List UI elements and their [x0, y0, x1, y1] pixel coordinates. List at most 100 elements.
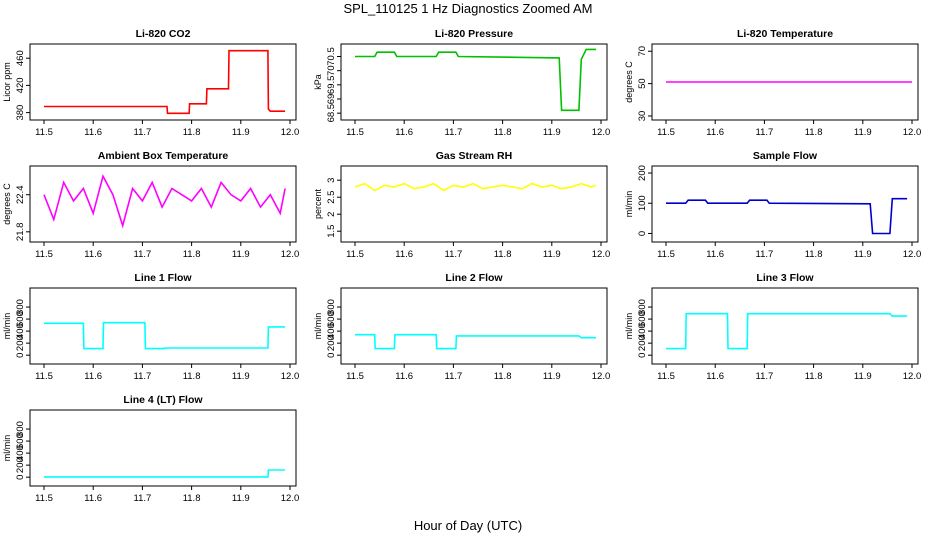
- line-4-lt-flow-x-tick-label: 11.8: [183, 493, 201, 504]
- sample-flow-x-tick-label: 11.7: [756, 249, 774, 260]
- sample-flow-x-tick-label: 11.8: [805, 249, 823, 260]
- sample-flow-series-line: [666, 197, 908, 235]
- ambient-box-temperature-frame: [29, 165, 297, 243]
- line-3-flow-x-tick-label: 11.5: [657, 371, 675, 382]
- li-820-pressure-x-tick-label: 11.9: [543, 127, 561, 138]
- line-1-flow-x-tick-label: 11.7: [134, 371, 152, 382]
- li-820-temperature-x-tick-label: 11.5: [657, 127, 675, 138]
- line-2-flow-x-tick-label: 11.8: [494, 371, 512, 382]
- line-2-flow-x-tick-label: 11.7: [445, 371, 463, 382]
- line-2-flow-x-tick-label: 11.6: [395, 371, 413, 382]
- sample-flow-title: Sample Flow: [753, 150, 818, 162]
- li-820-co2-x-tick-label: 11.6: [84, 127, 102, 138]
- gas-stream-rh-y-tick-label: 2.5: [326, 191, 337, 204]
- line-4-lt-flow-title: Line 4 (LT) Flow: [123, 394, 203, 406]
- li-820-pressure-y-tick-label: 68.5: [326, 104, 337, 123]
- line-2-flow-y-tick-label: 200: [326, 335, 337, 351]
- gas-stream-rh-x-tick-label: 11.6: [395, 249, 413, 260]
- li-820-pressure-frame: [340, 43, 608, 121]
- li-820-co2-x-tick-label: 11.8: [183, 127, 201, 138]
- gas-stream-rh-frame: [340, 165, 608, 243]
- line-3-flow-series-line: [666, 312, 908, 350]
- gas-stream-rh-series-line: [354, 182, 597, 192]
- sample-flow-y-tick-label: 100: [637, 195, 648, 211]
- li-820-temperature-x-tick-label: 11.9: [854, 127, 872, 138]
- ambient-box-temperature-x-tick-label: 11.5: [35, 249, 53, 260]
- li-820-co2-y-tick-label: 380: [15, 105, 26, 121]
- line-3-flow-x-tick-label: 11.6: [706, 371, 724, 382]
- line-1-flow-x-tick-label: 11.8: [183, 371, 201, 382]
- line-4-lt-flow-series-line: [44, 469, 286, 478]
- line-3-flow-y-tick-label: 400: [637, 323, 648, 339]
- line-4-lt-flow-y-tick-label: 400: [15, 445, 26, 461]
- ambient-box-temperature-title: Ambient Box Temperature: [98, 150, 229, 162]
- line-4-lt-flow-frame: [29, 409, 297, 487]
- gas-stream-rh-x-tick-label: 12.0: [592, 249, 611, 260]
- li-820-temperature-y-tick-label: 30: [637, 111, 648, 122]
- line-1-flow-y-tick-label: 600: [15, 311, 26, 327]
- li-820-co2-y-tick-label: 420: [15, 77, 26, 93]
- line-2-flow-series-line: [355, 333, 597, 350]
- gas-stream-rh-y-tick-label: 1.5: [326, 225, 337, 238]
- li-820-pressure-x-tick-label: 11.5: [346, 127, 364, 138]
- li-820-pressure-x-tick-label: 12.0: [592, 127, 611, 138]
- line-2-flow-y-tick-label: 800: [326, 299, 337, 315]
- line-4-lt-flow-x-tick-label: 11.7: [134, 493, 152, 504]
- line-3-flow-title: Line 3 Flow: [756, 272, 814, 284]
- sample-flow-x-tick-label: 12.0: [903, 249, 922, 260]
- gas-stream-rh-title: Gas Stream RH: [436, 150, 512, 162]
- line-2-flow-y-axis-label: ml/min: [313, 313, 323, 340]
- gas-stream-rh-x-tick-label: 11.8: [494, 249, 512, 260]
- line-4-lt-flow-y-tick-label: 200: [15, 457, 26, 473]
- li-820-temperature-x-tick-label: 11.7: [756, 127, 774, 138]
- line-2-flow-x-tick-label: 11.9: [543, 371, 561, 382]
- gas-stream-rh-y-axis-label: percent: [313, 188, 323, 219]
- line-1-flow-y-axis-label: ml/min: [2, 313, 12, 340]
- li-820-co2-series-line: [44, 49, 286, 115]
- line-3-flow-x-tick-label: 11.8: [805, 371, 823, 382]
- li-820-pressure-x-tick-label: 11.6: [395, 127, 413, 138]
- li-820-co2-frame: [29, 43, 297, 121]
- gas-stream-rh-x-tick-label: 11.7: [445, 249, 463, 260]
- line-1-flow-series-line: [44, 321, 286, 350]
- li-820-pressure-y-tick-label: 69.5: [326, 76, 337, 95]
- line-2-flow-title: Line 2 Flow: [445, 272, 503, 284]
- line-3-flow-x-tick-label: 11.9: [854, 371, 872, 382]
- ambient-box-temperature-series-line: [43, 174, 286, 229]
- line-3-flow-y-axis-label: ml/min: [624, 313, 634, 340]
- gas-stream-rh-x-tick-label: 11.5: [346, 249, 364, 260]
- gas-stream-rh-y-tick-label: 2: [326, 212, 337, 217]
- sample-flow-x-tick-label: 11.6: [706, 249, 724, 260]
- li-820-co2-x-tick-label: 12.0: [281, 127, 300, 138]
- line-3-flow-y-tick-label: 200: [637, 335, 648, 351]
- li-820-co2-title: Li-820 CO2: [136, 28, 191, 40]
- line-1-flow-x-tick-label: 11.9: [232, 371, 250, 382]
- li-820-temperature-x-tick-label: 11.8: [805, 127, 823, 138]
- ambient-box-temperature-x-tick-label: 12.0: [281, 249, 300, 260]
- line-2-flow-y-tick-label: 400: [326, 323, 337, 339]
- line-4-lt-flow-x-tick-label: 11.5: [35, 493, 53, 504]
- line-1-flow-x-tick-label: 12.0: [281, 371, 300, 382]
- sample-flow-x-tick-label: 11.9: [854, 249, 872, 260]
- ambient-box-temperature-x-tick-label: 11.7: [134, 249, 152, 260]
- line-4-lt-flow-x-tick-label: 12.0: [281, 493, 300, 504]
- x-axis-label: Hour of Day (UTC): [413, 518, 523, 533]
- li-820-co2-x-tick-label: 11.7: [134, 127, 152, 138]
- li-820-temperature-y-axis-label: degrees C: [624, 61, 634, 103]
- line-3-flow-x-tick-label: 12.0: [903, 371, 922, 382]
- li-820-co2-y-axis-label: Licor ppm: [2, 62, 12, 102]
- line-1-flow-title: Line 1 Flow: [134, 272, 192, 284]
- li-820-pressure-series-line: [355, 48, 597, 112]
- ambient-box-temperature-x-tick-label: 11.9: [232, 249, 250, 260]
- li-820-temperature-x-tick-label: 11.6: [706, 127, 724, 138]
- line-4-lt-flow-y-axis-label: ml/min: [2, 435, 12, 462]
- li-820-temperature-title: Li-820 Temperature: [737, 28, 833, 40]
- li-820-co2-x-tick-label: 11.9: [232, 127, 250, 138]
- li-820-pressure-title: Li-820 Pressure: [435, 28, 513, 40]
- sample-flow-y-axis-label: ml/min: [624, 191, 634, 218]
- li-820-temperature-y-tick-label: 70: [637, 46, 648, 57]
- gas-stream-rh-y-tick-label: 3: [326, 178, 337, 183]
- sample-flow-y-tick-label: 0: [637, 231, 648, 236]
